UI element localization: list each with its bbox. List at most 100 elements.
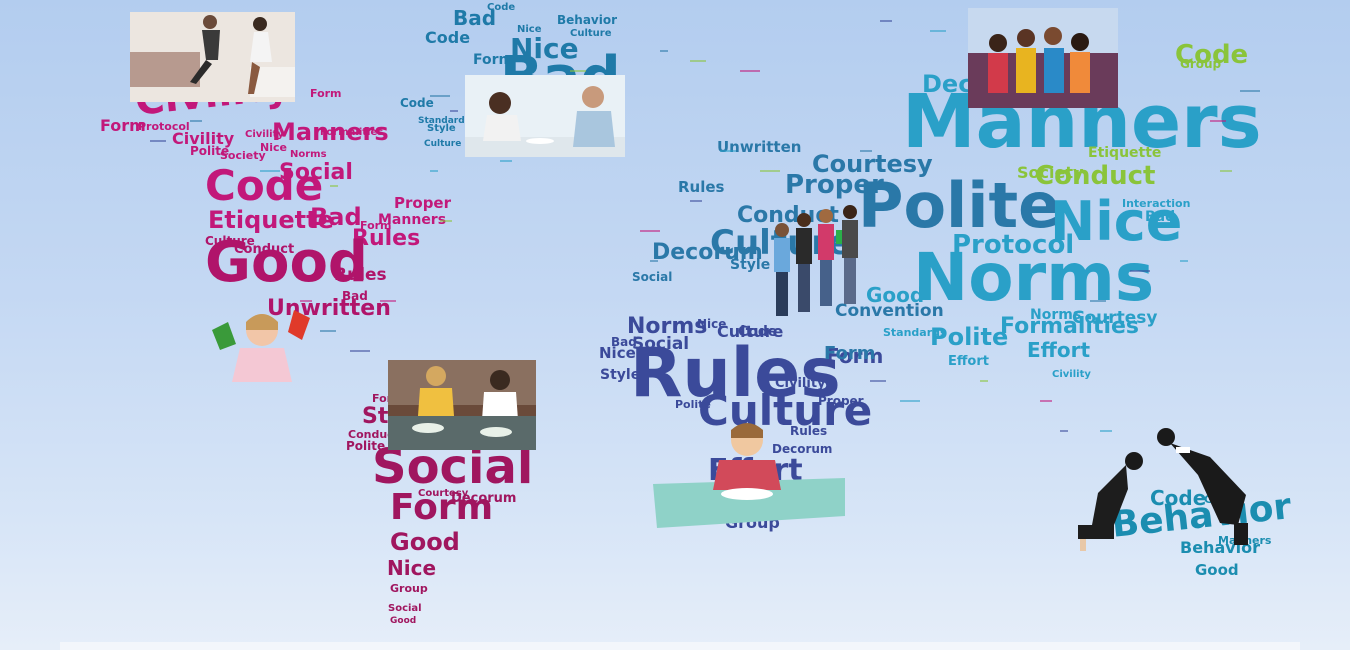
eurasia-word: Rules: [678, 178, 725, 196]
phone-dinner-photo: [388, 360, 536, 450]
filler-word-mark: [690, 60, 706, 62]
greenland-word: Behavior: [557, 13, 618, 27]
north-america-word: Form: [360, 219, 392, 232]
filler-word-mark: [720, 150, 736, 152]
eurasia-word: Form: [824, 343, 876, 364]
africa-word: Nice: [697, 317, 727, 331]
eurasia-word: Style: [730, 257, 771, 273]
group-of-friends-photo: [968, 8, 1118, 108]
filler-word-mark: [430, 170, 438, 172]
eurasia-word: Unwritten: [717, 138, 802, 156]
south-america-word: Form: [372, 392, 404, 405]
australia-word: Good: [1195, 561, 1239, 579]
filler-word-mark: [880, 20, 892, 22]
south-america-word: Social: [372, 439, 534, 495]
north-america-word: Manners: [272, 118, 389, 146]
south-america-word: Good: [390, 616, 417, 626]
eurasia-word: Civility: [1052, 369, 1091, 380]
filler-word-mark: [320, 330, 336, 332]
filler-word-mark: [1040, 400, 1052, 402]
filler-word-mark: [300, 300, 312, 302]
filler-word-mark: [1180, 260, 1188, 262]
north-america-word: Etiquette: [208, 206, 334, 234]
south-america-word: Conduct: [348, 428, 399, 441]
greenland-word: Culture: [570, 28, 612, 39]
dinner-couple-photo: [465, 75, 625, 157]
eurasia-word: Bad: [1145, 209, 1176, 225]
filler-word-mark: [570, 70, 586, 72]
eurasia-word: Group: [1180, 57, 1222, 71]
eurasia-word: Protocol: [952, 230, 1075, 260]
north-america-word: Protocol: [138, 120, 190, 133]
girl-painted-hands-photo: [210, 300, 312, 382]
africa-word: Decorum: [772, 442, 833, 456]
greenland-word: Nice: [510, 32, 579, 65]
filler-word-mark: [760, 170, 780, 172]
south-america-word: Form: [390, 487, 494, 528]
bottom-strip: [60, 642, 1300, 650]
south-america-word: Courtesy: [418, 488, 469, 499]
north-america-word: Good: [205, 230, 368, 295]
filler-word-mark: [870, 380, 886, 382]
eurasia-word: Society: [1017, 163, 1084, 182]
south-america-word: Polite: [346, 439, 386, 453]
eurasia-word: Code: [1175, 40, 1249, 70]
filler-word-mark: [440, 220, 452, 222]
filler-word-mark: [350, 350, 370, 352]
north-america-word: Form: [310, 87, 342, 100]
bowing-businesspeople-photo: [1070, 425, 1266, 553]
eurasia-word: Norms: [913, 239, 1155, 316]
eurasia-word: Good: [866, 283, 925, 307]
north-america-word: Rules: [352, 226, 421, 251]
eurasia-word: Norms: [1030, 307, 1082, 323]
north-america-word: Proper: [394, 194, 452, 212]
south-america-word: Social: [388, 603, 422, 614]
australia-word: Code: [1150, 486, 1207, 510]
eurasia-word: Etiquette: [1088, 145, 1162, 161]
filler-word-mark: [450, 110, 458, 112]
filler-word-mark: [150, 140, 166, 142]
greenland-word: Nice: [517, 24, 542, 35]
eurasia-word: Courtesy: [812, 150, 933, 178]
south-america-word: Group: [390, 582, 428, 595]
south-america-word: Decorum: [451, 491, 517, 506]
africa-word: Culture: [717, 322, 784, 341]
north-america-word: Polite: [190, 144, 230, 158]
greenland-word: Code: [400, 96, 434, 110]
north-america-word: Society: [220, 149, 266, 162]
africa-word: Polite: [675, 398, 711, 411]
north-america-word: Form: [100, 116, 146, 135]
north-america-word: Nice: [260, 141, 287, 154]
greenland-word: Code: [425, 28, 471, 47]
greenland-word: Standards: [418, 116, 471, 126]
north-america-word: Bad: [310, 203, 362, 231]
eurasia-word: Effort: [948, 354, 989, 369]
north-america-word: Manners: [378, 212, 447, 228]
filler-word-mark: [1210, 120, 1226, 122]
africa-word: Culture: [698, 386, 873, 435]
africa-word: Nice: [599, 344, 636, 362]
greenland-word: Code: [487, 2, 516, 13]
eurasia-word: Decorum: [652, 240, 763, 265]
filler-word-mark: [900, 400, 920, 402]
eurasia-word: Courtesy: [1072, 308, 1158, 328]
filler-word-mark: [330, 185, 338, 187]
filler-word-mark: [650, 260, 658, 262]
child-eating-photo: [653, 420, 845, 530]
filler-word-mark: [860, 150, 872, 152]
north-america-word: Civility: [245, 129, 284, 140]
north-america-word: Rules: [334, 265, 387, 285]
students-photo: [766, 200, 884, 322]
north-america-word: Civility: [172, 129, 235, 148]
filler-word-mark: [640, 230, 660, 232]
filler-word-mark: [930, 30, 946, 32]
africa-word: Rules: [630, 334, 841, 413]
africa-word: Norms: [627, 314, 708, 339]
filler-word-mark: [500, 160, 512, 162]
eurasia-word: Effort: [1027, 338, 1091, 362]
filler-word-mark: [380, 300, 396, 302]
africa-word: Civility: [775, 376, 826, 391]
north-america-word: Formalities: [320, 127, 384, 138]
greenland-word: Culture: [424, 139, 462, 149]
eurasia-word: Polite: [930, 323, 1009, 351]
